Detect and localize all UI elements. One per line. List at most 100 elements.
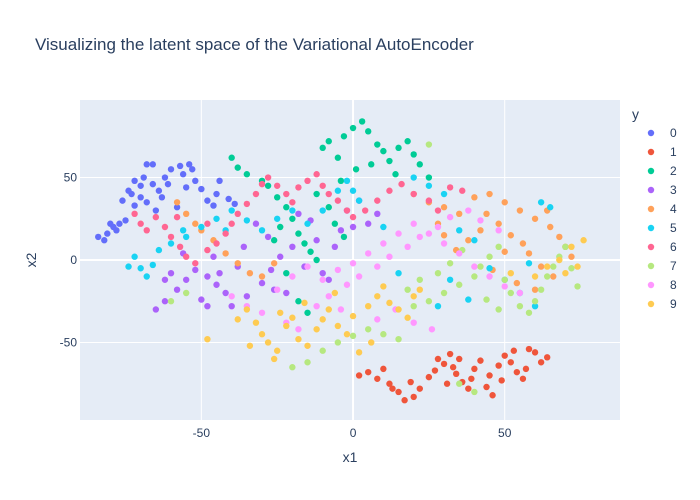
data-point-digit-1 [522,365,530,373]
data-point-digit-2 [313,190,320,198]
data-point-digit-5 [228,207,235,214]
data-point-digit-7 [543,273,551,280]
data-point-digit-9 [574,263,581,270]
legend-marker [647,186,655,194]
data-point-digit-4 [246,269,254,277]
data-point-digit-2 [334,154,342,161]
y-tick-label: 50 [64,171,78,185]
data-point-digit-0 [225,195,232,203]
data-point-digit-1 [498,377,505,384]
data-point-digit-5 [425,182,433,189]
data-point-digit-1 [537,359,545,366]
data-point-digit-4 [471,194,478,201]
data-point-digit-6 [446,184,454,191]
legend-item-0[interactable]: 0 [647,126,677,140]
data-point-digit-6 [176,243,184,251]
data-point-digit-7 [537,286,545,293]
legend-item-6[interactable]: 6 [647,240,677,254]
data-point-digit-8 [304,263,311,270]
legend: 0 1 2 3 4 5 6 7 8 9 [647,126,677,311]
data-point-digit-0 [204,197,211,204]
y-tick-label: -50 [60,335,78,349]
data-point-digit-5 [319,207,326,214]
data-point-digit-5 [380,223,387,231]
data-point-digit-0 [167,166,175,173]
data-point-digit-2 [386,157,393,165]
legend-title: y [632,106,639,122]
data-point-digit-9 [277,309,284,316]
data-point-digit-1 [468,375,475,382]
y-tick-label: 0 [70,253,77,267]
legend-marker [647,224,655,232]
data-point-digit-6 [258,180,266,188]
data-point-digit-5 [243,217,251,224]
data-point-digit-1 [374,375,381,382]
data-point-digit-4 [525,250,533,257]
data-point-digit-6 [204,246,211,254]
data-point-digit-6 [434,207,442,214]
data-point-digit-0 [216,177,223,185]
data-point-digit-8 [349,260,357,267]
data-point-digit-3 [198,296,205,303]
data-point-digit-8 [416,233,423,241]
data-point-digit-2 [319,144,326,152]
data-point-digit-4 [556,233,563,241]
data-point-digit-8 [404,243,411,251]
data-point-digit-8 [456,250,463,257]
data-point-digit-1 [434,355,442,363]
data-point-digit-1 [471,365,478,373]
data-point-digit-8 [465,207,472,214]
data-point-digit-9 [304,342,311,349]
data-point-digit-7 [410,302,417,310]
data-point-digit-5 [525,260,533,267]
legend-label: 4 [670,202,677,216]
legend-label: 3 [670,183,677,197]
data-point-digit-8 [434,223,442,231]
data-point-digit-7 [574,283,581,290]
data-point-digit-6 [313,171,320,178]
data-point-digit-5 [289,207,296,214]
data-point-digit-1 [443,380,451,387]
legend-item-2[interactable]: 2 [647,164,677,178]
data-point-digit-3 [374,210,381,218]
legend-item-5[interactable]: 5 [647,221,677,235]
data-point-digit-7 [395,335,402,343]
data-point-digit-0 [119,197,126,204]
data-point-digit-8 [516,289,524,297]
data-point-digit-3 [289,243,296,251]
data-point-digit-4 [501,248,508,255]
data-point-digit-3 [277,253,284,260]
data-point-digit-7 [471,273,478,280]
data-point-digit-2 [283,204,290,211]
data-point-digit-5 [456,227,463,234]
legend-item-3[interactable]: 3 [647,183,677,197]
legend-item-4[interactable]: 4 [647,202,677,216]
data-point-digit-4 [547,223,554,231]
data-point-digit-2 [295,230,302,237]
data-point-digit-4 [550,273,557,280]
data-point-digit-1 [446,350,454,358]
data-point-digit-0 [149,161,157,168]
data-point-digit-7 [380,331,387,338]
data-point-digit-6 [295,184,302,191]
legend-item-9[interactable]: 9 [647,297,677,311]
data-point-digit-3 [349,223,357,231]
data-point-digit-9 [331,289,339,297]
legend-item-8[interactable]: 8 [647,278,677,292]
data-point-digit-1 [531,349,539,356]
data-point-digit-0 [131,202,138,209]
data-point-digit-5 [198,223,205,231]
data-point-digit-7 [516,302,524,310]
data-point-digit-6 [192,260,199,267]
data-point-digit-9 [386,299,393,307]
legend-label: 6 [670,240,677,254]
legend-item-1[interactable]: 1 [647,145,677,159]
data-point-digit-9 [301,299,308,307]
data-point-digit-4 [440,204,448,211]
data-point-digit-9 [416,286,423,293]
legend-item-7[interactable]: 7 [647,259,677,273]
data-point-digit-6 [228,220,235,227]
data-point-digit-3 [325,276,332,283]
data-point-digit-1 [389,385,396,392]
